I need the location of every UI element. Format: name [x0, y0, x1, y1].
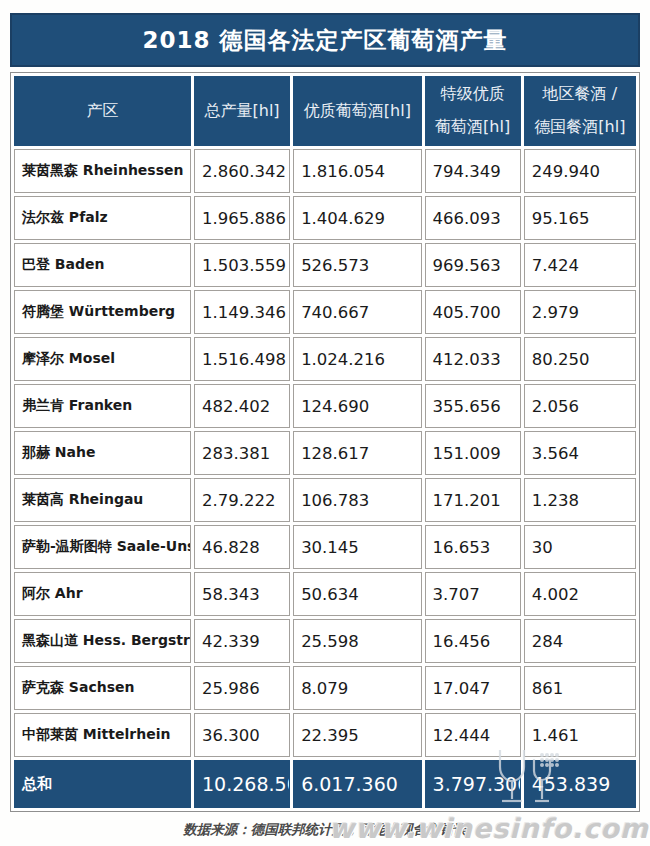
quality-wine-cell: 1.024.216 [293, 337, 421, 381]
region-cell: 莱茵黑森 Rheinhessen [14, 149, 191, 193]
column-header-total: 总产量[hl] [194, 76, 290, 146]
landwein-cell: 95.165 [524, 196, 636, 240]
landwein-cell: 284 [524, 619, 636, 663]
quality-wine-cell: 25.598 [293, 619, 421, 663]
watermark-site-url: www.winesinfo.com [329, 813, 649, 844]
total-production-cell: 1.149.346 [194, 290, 290, 334]
region-cell: 阿尔 Ahr [14, 572, 191, 616]
table-row: 阿尔 Ahr 58.343 50.634 3.707 4.002 [14, 572, 636, 616]
praedikat-wine-cell: 3.707 [425, 572, 521, 616]
quality-wine-cell: 8.079 [293, 666, 421, 710]
praedikat-wine-cell: 466.093 [425, 196, 521, 240]
quality-wine-cell: 124.690 [293, 384, 421, 428]
table-row: 弗兰肯 Franken 482.402 124.690 355.656 2.05… [14, 384, 636, 428]
table-row: 萨勒-温斯图特 Saale-Unstrut 46.828 30.145 16.6… [14, 525, 636, 569]
landwein-cell: 30 [524, 525, 636, 569]
quality-wine-cell: 106.783 [293, 478, 421, 522]
praedikat-wine-cell: 405.700 [425, 290, 521, 334]
total-label-cell: 总和 [14, 760, 191, 808]
region-cell: 巴登 Baden [14, 243, 191, 287]
column-header-landwein: 地区餐酒 / 德国餐酒[hl] [524, 76, 636, 146]
column-header-praedikat: 特级优质 葡萄酒[hl] [425, 76, 521, 146]
table-row: 符腾堡 Württemberg 1.149.346 740.667 405.70… [14, 290, 636, 334]
quality-wine-cell: 526.573 [293, 243, 421, 287]
table-row: 莱茵高 Rheingau 2.79.222 106.783 171.201 1.… [14, 478, 636, 522]
total-production-cell: 1.503.559 [194, 243, 290, 287]
quality-wine-cell: 1.816.054 [293, 149, 421, 193]
praedikat-wine-cell: 412.033 [425, 337, 521, 381]
total-production-cell: 1.516.498 [194, 337, 290, 381]
landwein-cell: 249.940 [524, 149, 636, 193]
wine-glasses-icon [494, 747, 572, 807]
praedikat-wine-cell: 171.201 [425, 478, 521, 522]
total-production-cell: 2.860.342 [194, 149, 290, 193]
quality-wine-cell: 50.634 [293, 572, 421, 616]
region-cell: 莱茵高 Rheingau [14, 478, 191, 522]
region-cell: 符腾堡 Württemberg [14, 290, 191, 334]
total-production-cell: 10.268.505 [194, 760, 290, 808]
praedikat-wine-cell: 151.009 [425, 431, 521, 475]
landwein-cell: 861 [524, 666, 636, 710]
total-production-cell: 2.79.222 [194, 478, 290, 522]
table-row: 摩泽尔 Mosel 1.516.498 1.024.216 412.033 80… [14, 337, 636, 381]
total-production-cell: 1.965.886 [194, 196, 290, 240]
praedikat-wine-cell: 16.456 [425, 619, 521, 663]
table-row: 那赫 Nahe 283.381 128.617 151.009 3.564 [14, 431, 636, 475]
total-production-cell: 58.343 [194, 572, 290, 616]
landwein-cell: 2.056 [524, 384, 636, 428]
quality-wine-cell: 30.145 [293, 525, 421, 569]
table-title-bar: 2018 德国各法定产区葡萄酒产量 [10, 13, 640, 67]
total-production-cell: 482.402 [194, 384, 290, 428]
table-row: 巴登 Baden 1.503.559 526.573 969.563 7.424 [14, 243, 636, 287]
page: 2018 德国各法定产区葡萄酒产量 产区 总产量[hl] 优质葡萄酒[hl] 特… [0, 0, 650, 839]
column-header-quality: 优质葡萄酒[hl] [293, 76, 421, 146]
page-title: 2018 德国各法定产区葡萄酒产量 [142, 25, 507, 56]
landwein-cell: 80.250 [524, 337, 636, 381]
total-production-cell: 36.300 [194, 713, 290, 757]
region-cell: 中部莱茵 Mittelrhein [14, 713, 191, 757]
wine-production-table: 产区 总产量[hl] 优质葡萄酒[hl] 特级优质 葡萄酒[hl] 地区餐酒 /… [10, 72, 640, 812]
column-header-region: 产区 [14, 76, 191, 146]
total-production-cell: 25.986 [194, 666, 290, 710]
praedikat-wine-cell: 794.349 [425, 149, 521, 193]
praedikat-wine-cell: 16.653 [425, 525, 521, 569]
region-cell: 萨克森 Sachsen [14, 666, 191, 710]
table-header-row: 产区 总产量[hl] 优质葡萄酒[hl] 特级优质 葡萄酒[hl] 地区餐酒 /… [14, 76, 636, 146]
praedikat-wine-cell: 969.563 [425, 243, 521, 287]
table-row: 黑森山道 Hess. Bergstraße 42.339 25.598 16.4… [14, 619, 636, 663]
region-cell: 弗兰肯 Franken [14, 384, 191, 428]
region-cell: 黑森山道 Hess. Bergstraße [14, 619, 191, 663]
region-cell: 摩泽尔 Mosel [14, 337, 191, 381]
region-cell: 萨勒-温斯图特 Saale-Unstrut [14, 525, 191, 569]
quality-wine-cell: 1.404.629 [293, 196, 421, 240]
total-production-cell: 42.339 [194, 619, 290, 663]
landwein-cell: 7.424 [524, 243, 636, 287]
total-production-cell: 283.381 [194, 431, 290, 475]
region-cell: 法尔兹 Pfalz [14, 196, 191, 240]
table-row: 萨克森 Sachsen 25.986 8.079 17.047 861 [14, 666, 636, 710]
landwein-cell: 4.002 [524, 572, 636, 616]
praedikat-wine-cell: 355.656 [425, 384, 521, 428]
landwein-cell: 2.979 [524, 290, 636, 334]
table-row: 莱茵黑森 Rheinhessen 2.860.342 1.816.054 794… [14, 149, 636, 193]
total-production-cell: 46.828 [194, 525, 290, 569]
quality-wine-cell: 22.395 [293, 713, 421, 757]
quality-wine-cell: 740.667 [293, 290, 421, 334]
landwein-cell: 1.238 [524, 478, 636, 522]
quality-wine-cell: 128.617 [293, 431, 421, 475]
landwein-cell: 3.564 [524, 431, 636, 475]
quality-wine-cell: 6.017.360 [293, 760, 421, 808]
praedikat-wine-cell: 17.047 [425, 666, 521, 710]
region-cell: 那赫 Nahe [14, 431, 191, 475]
table-row: 法尔兹 Pfalz 1.965.886 1.404.629 466.093 95… [14, 196, 636, 240]
